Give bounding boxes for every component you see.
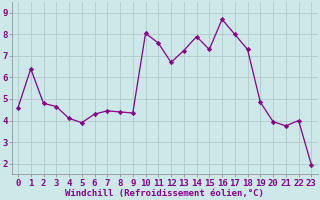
X-axis label: Windchill (Refroidissement éolien,°C): Windchill (Refroidissement éolien,°C): [65, 189, 264, 198]
